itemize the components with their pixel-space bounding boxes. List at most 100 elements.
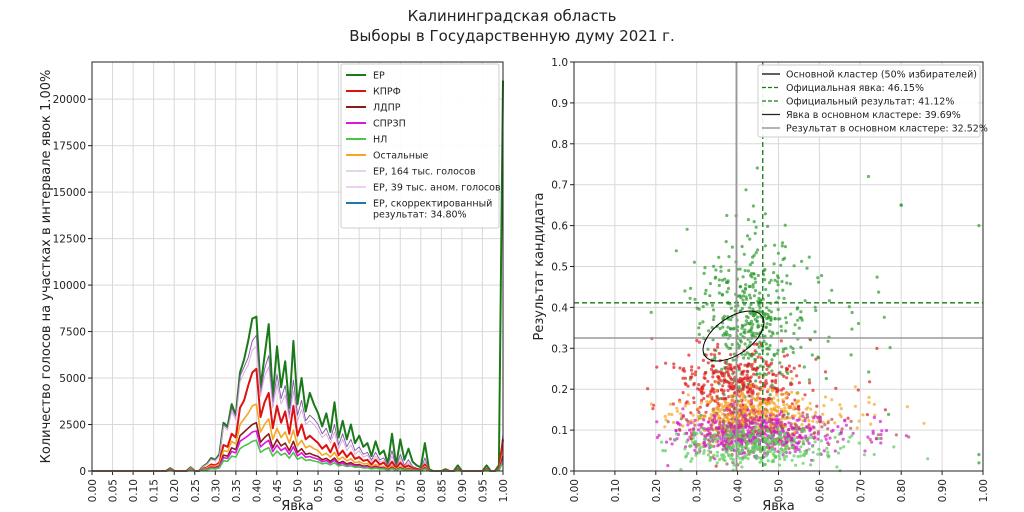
scatter-point-СПРЗП xyxy=(804,434,808,438)
scatter-point-НЛ xyxy=(819,439,824,443)
scatter-point-Остальные xyxy=(751,396,756,401)
scatter-point-НЛ xyxy=(802,442,806,446)
scatter-point-СПРЗП xyxy=(763,424,767,428)
scatter-point-НЛ xyxy=(701,427,706,431)
scatter-point-ЕР xyxy=(689,286,693,290)
scatter-point-НЛ xyxy=(674,432,679,436)
scatter-point-ЕР xyxy=(777,296,781,300)
scatter-point-НЛ xyxy=(754,438,758,442)
scatter-point-КПРФ xyxy=(774,378,778,382)
scatter-point-НЛ xyxy=(802,429,806,433)
scatter-point-НЛ xyxy=(872,452,876,457)
scatter-point-СПРЗП xyxy=(884,428,889,433)
scatter-point-КПРФ xyxy=(737,380,741,384)
scatter-point-КПРФ xyxy=(780,365,784,369)
scatter-point-outlier xyxy=(866,174,871,179)
scatter-point-КПРФ xyxy=(706,361,710,365)
scatter-point-Остальные xyxy=(838,403,842,407)
scatter-point-КПРФ xyxy=(741,372,745,376)
scatter-point-КПРФ xyxy=(803,393,807,397)
scatter-point-ЛДПР xyxy=(820,425,824,429)
scatter-point-НЛ xyxy=(782,455,786,459)
scatter-point-Остальные xyxy=(833,421,837,425)
scatter-point-Остальные xyxy=(758,400,762,405)
scatter-point-НЛ xyxy=(736,448,740,452)
scatter-point-КПРФ xyxy=(702,376,706,380)
scatter-point-Остальные xyxy=(853,404,858,408)
scatter-point-ЕР xyxy=(856,321,861,326)
scatter-point-КПРФ xyxy=(718,370,722,374)
right-xtick-label: 0.90 xyxy=(937,479,949,502)
scatter-point-КПРФ xyxy=(782,354,787,358)
scatter-point-ЕР xyxy=(744,287,748,291)
scatter-point-НЛ xyxy=(757,440,761,444)
scatter-point-ЕР xyxy=(743,331,747,335)
scatter-point-КПРФ xyxy=(767,396,771,400)
scatter-point-КПРФ xyxy=(811,388,815,392)
scatter-point-ЕР xyxy=(752,220,756,224)
scatter-point-НЛ xyxy=(836,451,841,455)
scatter-point-ЕР xyxy=(877,290,881,294)
scatter-point-НЛ xyxy=(697,447,702,451)
right-legend-label: Результат в основном кластере: 32.52% xyxy=(786,124,988,135)
scatter-point-СПРЗП xyxy=(716,444,720,448)
scatter-point-ЛДПР xyxy=(849,419,853,423)
left-xtick-label: 0.40 xyxy=(251,479,263,502)
scatter-point-КПРФ xyxy=(807,423,811,427)
scatter-point-ЕР xyxy=(739,332,743,336)
scatter-point-ЛДПР xyxy=(770,445,774,449)
scatter-point-СПРЗП xyxy=(750,438,754,443)
scatter-point-НЛ xyxy=(766,429,770,434)
scatter-point-КПРФ xyxy=(706,379,710,383)
scatter-point-ЕР xyxy=(743,328,747,332)
scatter-point-ЕР xyxy=(730,245,735,249)
scatter-point-ЛДПР xyxy=(785,415,789,419)
scatter-point-НЛ xyxy=(838,446,843,450)
scatter-point-ЛДПР xyxy=(765,414,769,418)
scatter-point-НЛ xyxy=(730,454,734,458)
scatter-point-НЛ xyxy=(833,435,837,439)
scatter-point-ЕР xyxy=(741,275,745,279)
scatter-point-НЛ xyxy=(740,445,744,449)
scatter-point-КПРФ xyxy=(692,396,696,400)
scatter-point-НЛ xyxy=(683,432,687,436)
scatter-point-Остальные xyxy=(696,406,701,411)
scatter-point-СПРЗП xyxy=(788,451,792,455)
scatter-point-КПРФ xyxy=(779,339,783,343)
scatter-point-Остальные xyxy=(687,402,691,406)
scatter-point-НЛ xyxy=(690,457,694,461)
scatter-point-КПРФ xyxy=(702,396,706,401)
scatter-point-ЛДПР xyxy=(756,422,760,426)
scatter-point-СПРЗП xyxy=(749,398,754,402)
scatter-point-ЕР xyxy=(867,370,871,374)
scatter-point-Остальные xyxy=(784,409,789,413)
scatter-point-ЕР xyxy=(773,278,777,282)
right-legend-label: Явка в основном кластере: 39.69% xyxy=(786,110,961,121)
scatter-point-КПРФ xyxy=(729,363,733,367)
scatter-point-НЛ xyxy=(817,447,821,451)
scatter-point-ЛДПР xyxy=(725,462,729,466)
scatter-point-СПРЗП xyxy=(767,420,771,424)
scatter-point-ЕР xyxy=(748,237,752,241)
scatter-point-Остальные xyxy=(679,412,683,416)
scatter-point-СПРЗП xyxy=(771,421,775,426)
right-xtick-label: 0.60 xyxy=(814,479,826,502)
scatter-point-КПРФ xyxy=(745,378,749,382)
scatter-point-Остальные xyxy=(758,412,762,416)
scatter-point-ЕР xyxy=(725,332,729,336)
scatter-point-Остальные xyxy=(738,403,743,407)
scatter-point-НЛ xyxy=(695,432,699,436)
scatter-point-ЕР xyxy=(776,348,780,352)
scatter-point-НЛ xyxy=(842,445,846,449)
scatter-point-ЕР xyxy=(786,371,790,375)
scatter-point-НЛ xyxy=(792,454,796,458)
scatter-point-СПРЗП xyxy=(790,437,794,441)
scatter-point-ЕР xyxy=(697,332,701,336)
scatter-point-КПРФ xyxy=(750,352,755,356)
scatter-point-НЛ xyxy=(661,449,665,453)
scatter-point-СПРЗП xyxy=(743,413,747,417)
scatter-point-НЛ xyxy=(752,433,756,437)
scatter-point-НЛ xyxy=(778,450,782,455)
scatter-point-НЛ xyxy=(772,453,776,458)
scatter-point-Остальные xyxy=(714,389,719,393)
